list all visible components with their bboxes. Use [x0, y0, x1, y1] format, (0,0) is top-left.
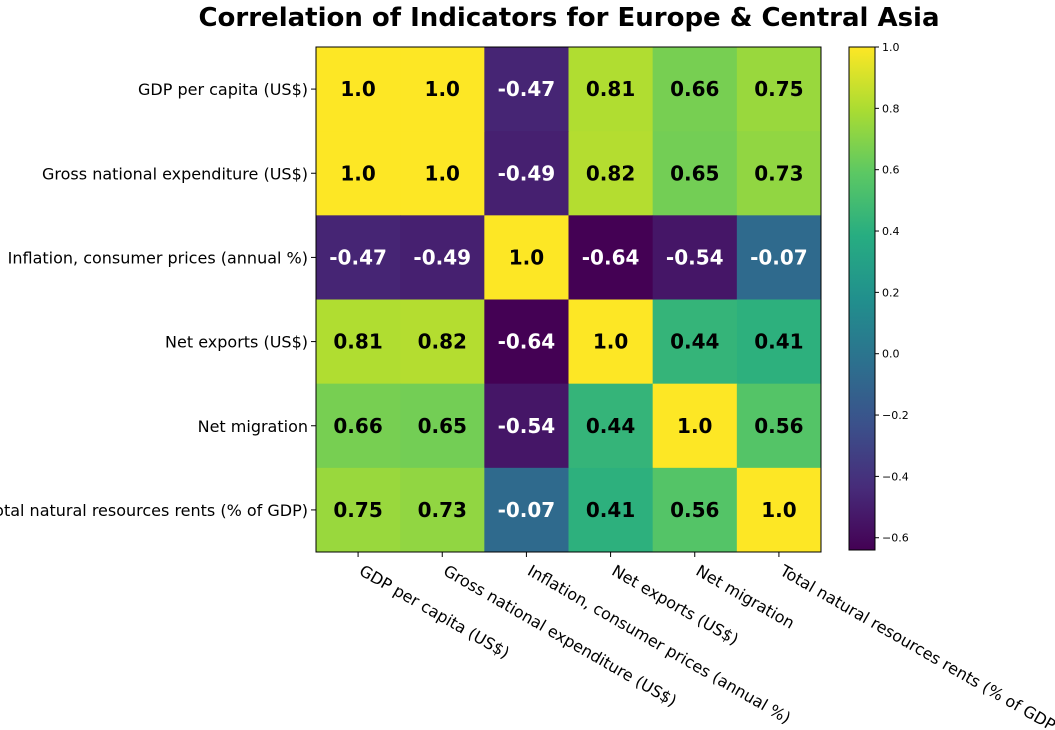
colorbar-tick-label: 0.2: [882, 286, 900, 299]
cell-value-label: 0.56: [670, 498, 719, 522]
cell-value-label: 0.41: [754, 330, 803, 354]
y-tick-label: Gross national expenditure (US$): [42, 164, 308, 183]
cell-value-label: -0.54: [498, 414, 556, 438]
heatmap-cell: [316, 131, 401, 216]
heatmap-cell: [484, 299, 569, 385]
heatmap-cell: [568, 383, 654, 469]
cell-value-label: -0.47: [498, 77, 556, 101]
heatmap-cell: [400, 383, 485, 469]
heatmap-cell: [316, 299, 401, 385]
heatmap-cell: [652, 47, 738, 132]
colorbar-tick-label: 0.0: [882, 348, 900, 361]
cell-value-label: 0.75: [754, 77, 803, 101]
heatmap-cell: [568, 467, 654, 553]
colorbar-tick-label: 0.6: [882, 164, 900, 177]
cell-value-label: 1.0: [509, 245, 544, 269]
heatmap-cell: [652, 215, 738, 300]
heatmap-cell: [484, 383, 569, 469]
cell-value-label: -0.49: [498, 161, 556, 185]
colorbar-tick-label: −0.6: [882, 532, 909, 545]
chart-title: Correlation of Indicators for Europe & C…: [198, 3, 939, 33]
heatmap-cell: [568, 299, 654, 385]
y-axis: GDP per capita (US$) Gross national expen…: [0, 80, 316, 520]
heatmap-cell: [484, 131, 569, 216]
heatmap-cell: [652, 383, 738, 469]
heatmap-cell: [736, 131, 822, 216]
heatmap-cell: [484, 467, 569, 553]
heatmap-cell: [568, 47, 654, 132]
heatmap-cell: [736, 47, 822, 132]
heatmap-cell: [736, 299, 822, 385]
heatmap-cell: [484, 215, 569, 300]
cell-value-label: 0.66: [333, 414, 382, 438]
cell-value-label: 1.0: [425, 161, 460, 185]
heatmap-cell: [316, 467, 401, 553]
heatmap-cell: [484, 47, 569, 132]
cell-value-label: 1.0: [340, 161, 375, 185]
colorbar: 1.0 0.8 0.6 0.4 0.2 0.0 −0.2 −0.4 −0.6: [848, 41, 909, 551]
cell-value-label: 0.73: [418, 498, 467, 522]
cell-value-label: -0.49: [413, 245, 471, 269]
cell-value-label: -0.54: [666, 245, 724, 269]
cell-value-label: 1.0: [761, 498, 796, 522]
cell-value-label: -0.64: [582, 245, 640, 269]
cell-value-label: 0.65: [418, 414, 467, 438]
heatmap-cells: [316, 47, 822, 553]
cell-value-label: 1.0: [340, 77, 375, 101]
cell-value-label: 0.65: [670, 161, 719, 185]
cell-value-label: 0.56: [754, 414, 803, 438]
cell-value-label: 1.0: [593, 330, 628, 354]
cell-value-label: 1.0: [677, 414, 712, 438]
cell-value-label: 0.41: [586, 498, 635, 522]
y-tick-label: Inflation, consumer prices (annual %): [8, 248, 308, 267]
heatmap-cell-labels: 1.0 1.0 -0.47 0.81 0.66 0.75 1.0 1.0 -0.49 0.82 0.…: [329, 77, 807, 522]
heatmap-cell: [400, 131, 485, 216]
x-tick-label: Total natural resources rents (% of GDP): [776, 561, 1055, 730]
y-tick-label: Net migration: [198, 417, 308, 436]
cell-value-label: 0.73: [754, 161, 803, 185]
heatmap-cell: [400, 467, 485, 553]
heatmap-cell: [568, 131, 654, 216]
cell-value-label: 0.81: [333, 330, 382, 354]
plot-frame: [315, 46, 822, 553]
colorbar-tick-label: −0.2: [882, 409, 909, 422]
colorbar-gradient: [848, 46, 876, 551]
heatmap-cell: [652, 467, 738, 553]
heatmap-cell: [736, 215, 822, 300]
cell-value-label: 0.75: [333, 498, 382, 522]
heatmap-cell: [736, 383, 822, 469]
cell-value-label: -0.07: [750, 245, 808, 269]
heatmap-cell: [316, 383, 401, 469]
cell-value-label: 0.44: [586, 414, 635, 438]
x-axis: GDP per capita (US$)Gross national expen…: [356, 552, 1055, 730]
heatmap-cell: [568, 215, 654, 300]
cell-value-label: 0.44: [670, 330, 719, 354]
colorbar-tick-label: −0.4: [882, 470, 909, 483]
heatmap-cell: [316, 47, 401, 132]
y-tick-label: GDP per capita (US$): [138, 80, 308, 99]
cell-value-label: -0.07: [498, 498, 556, 522]
heatmap-cell: [316, 215, 401, 300]
heatmap-cell: [736, 467, 822, 553]
cell-value-label: 0.66: [670, 77, 719, 101]
y-tick-label: Total natural resources rents (% of GDP): [0, 501, 308, 520]
cell-value-label: -0.64: [498, 330, 556, 354]
heatmap-cell: [400, 299, 485, 385]
heatmap-cell: [400, 47, 485, 132]
cell-value-label: -0.47: [329, 245, 387, 269]
colorbar-tick-label: 0.4: [882, 225, 900, 238]
colorbar-tick-label: 0.8: [882, 102, 900, 115]
y-tick-label: Net exports (US$): [165, 333, 308, 352]
cell-value-label: 1.0: [425, 77, 460, 101]
heatmap-cell: [652, 299, 738, 385]
heatmap-cell: [400, 215, 485, 300]
cell-value-label: 0.82: [586, 161, 635, 185]
cell-value-label: 0.82: [418, 330, 467, 354]
colorbar-tick-label: 1.0: [882, 41, 900, 54]
cell-value-label: 0.81: [586, 77, 635, 101]
heatmap-cell: [652, 131, 738, 216]
x-tick-label: GDP per capita (US$): [356, 561, 513, 662]
